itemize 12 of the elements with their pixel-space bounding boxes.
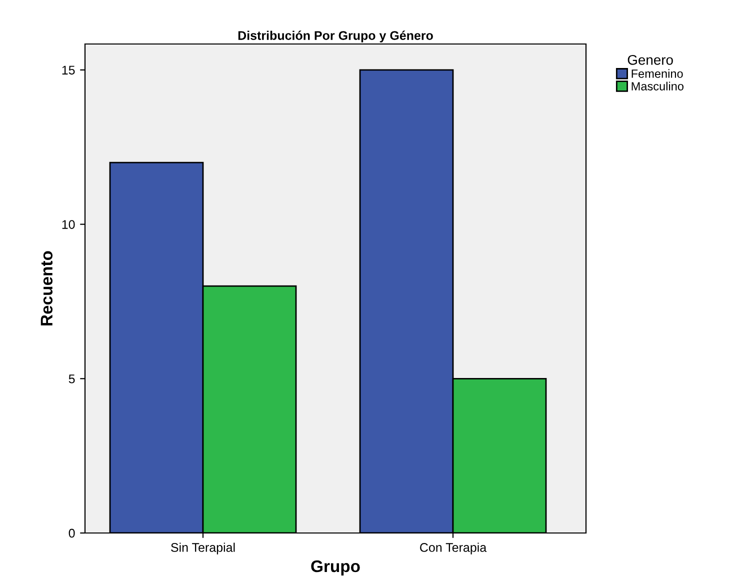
y-axis-title: Recuento <box>40 251 53 326</box>
legend-label: Femenino <box>632 69 683 78</box>
chart-title: Distribución Por Grupo y Género <box>238 30 433 42</box>
y-tick-label: 15 <box>62 66 75 75</box>
y-tick-label: 5 <box>68 374 75 384</box>
x-axis-title: Grupo <box>311 560 360 576</box>
x-tick-label: Con Terapia <box>420 542 487 554</box>
x-tick-label: Sin Terapial <box>171 542 235 554</box>
y-tick-label: 0 <box>68 528 75 538</box>
legend-label: Masculino <box>632 82 684 90</box>
y-tick-label: 10 <box>62 220 75 229</box>
legend-title: Genero <box>628 54 673 65</box>
